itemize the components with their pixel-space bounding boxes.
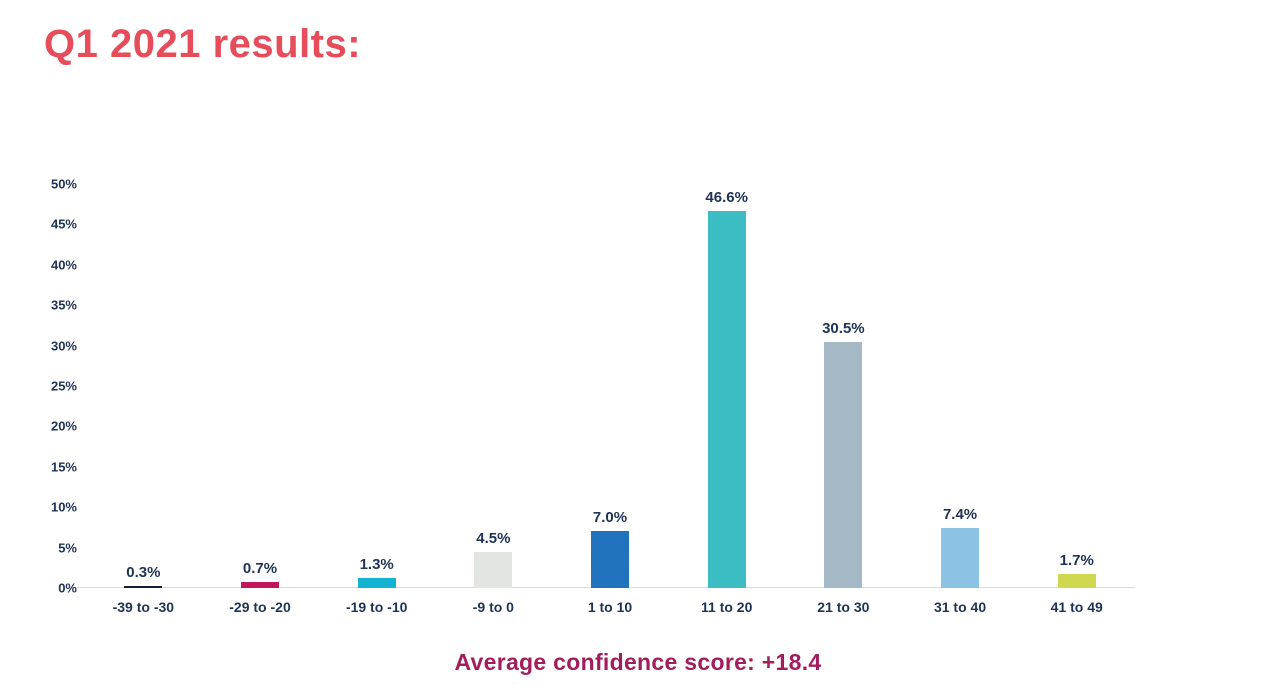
bar-value-label: 0.7%	[242, 560, 278, 578]
bar-column: 4.5% -9 to 0	[435, 184, 552, 615]
bar	[124, 585, 163, 588]
y-axis: 0% 5% 10% 15% 20% 25% 30% 35% 40% 45% 50%	[35, 177, 77, 596]
bar	[357, 577, 396, 588]
bar-value-label: 7.0%	[592, 509, 628, 527]
bar	[591, 531, 630, 588]
x-tick-label: -9 to 0	[472, 599, 514, 615]
bar-column: 7.0% 1 to 10	[552, 184, 669, 615]
y-tick-label: 10%	[50, 499, 77, 515]
bar-column: 30.5% 21 to 30	[785, 184, 902, 615]
bar-column: 1.3% -19 to -10	[318, 184, 435, 616]
x-tick-label: 41 to 49	[1050, 599, 1103, 615]
bar	[824, 341, 863, 588]
x-tick-label: 11 to 20	[701, 599, 753, 615]
y-tick-label: 20%	[50, 418, 77, 434]
x-tick-label: -39 to -30	[112, 599, 175, 615]
bar-column: 0.7% -29 to -20	[202, 184, 319, 615]
y-tick-label: 25%	[50, 378, 77, 394]
bar-value-label: 30.5%	[822, 319, 865, 337]
y-tick-label: 15%	[50, 459, 77, 475]
plot-area: 0.3% -39 to -30 0.7% -29 to -20 1.3% -19 to -…	[77, 184, 1135, 616]
bar	[241, 582, 279, 588]
bar-column: 1.7% 41 to 49	[1018, 184, 1135, 615]
average-score-caption: Average confidence score: +18.4	[454, 649, 822, 675]
bar-value-label: 46.6%	[705, 189, 748, 207]
bar	[1057, 574, 1096, 588]
y-tick-label: 50%	[50, 176, 77, 192]
y-tick-label: 5%	[58, 540, 77, 556]
y-tick-label: 30%	[50, 338, 77, 354]
bar-value-label: 0.3%	[126, 563, 161, 581]
bar-value-label: 4.5%	[476, 529, 511, 547]
page-title: Q1 2021 results:	[44, 22, 362, 66]
bar	[707, 211, 746, 588]
bar	[474, 551, 513, 588]
bar-chart: 0% 5% 10% 15% 20% 25% 30% 35% 40% 45% 50% 0.3% -39 …	[51, 177, 1135, 616]
bar	[941, 528, 980, 588]
bar-column: 7.4% 31 to 40	[902, 184, 1019, 615]
bar-value-label: 7.4%	[942, 506, 978, 524]
x-tick-label: 1 to 10	[587, 599, 633, 615]
bar-value-label: 1.7%	[1059, 552, 1094, 570]
x-tick-label: -19 to -10	[345, 599, 408, 615]
x-tick-label: 31 to 40	[933, 599, 987, 615]
y-tick-label: 45%	[50, 216, 77, 232]
y-tick-label: 40%	[50, 257, 77, 273]
y-tick-label: 0%	[58, 580, 77, 596]
y-tick-label: 35%	[50, 297, 77, 313]
bar-column: 0.3% -39 to -30	[85, 184, 202, 615]
x-tick-label: 21 to 30	[817, 599, 870, 615]
bar-value-label: 1.3%	[359, 555, 394, 573]
bar-column: 46.6% 11 to 20	[668, 184, 785, 615]
x-tick-label: -29 to -20	[229, 599, 291, 615]
